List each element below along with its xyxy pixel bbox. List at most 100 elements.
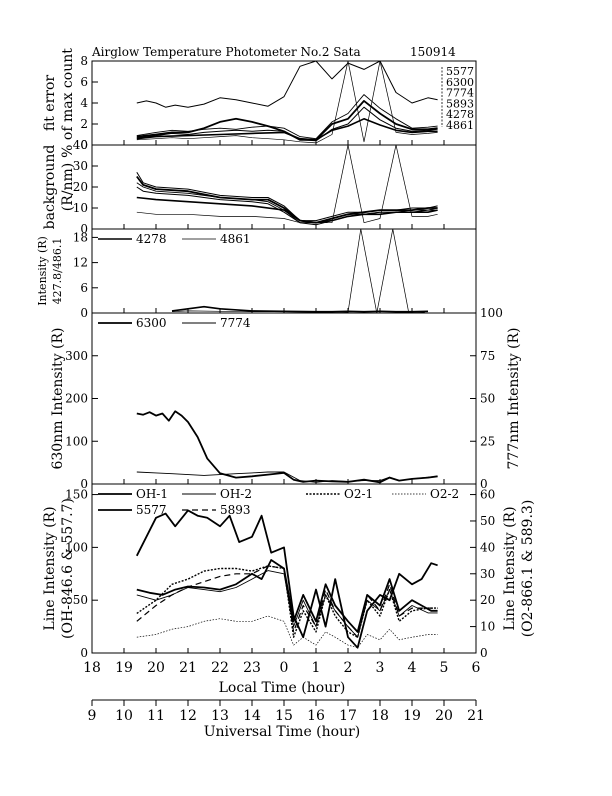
legend-label: 5577 xyxy=(136,503,167,517)
series-line-5577 xyxy=(135,509,438,649)
x-tick-label-local: 22 xyxy=(211,660,229,676)
panel-intensity-427-486: 0 6 12 18 Intensity (R) 427.8/486.1 4278 4861 xyxy=(36,228,477,320)
y-tick-right-label: 0 xyxy=(480,646,488,660)
series-line-4278 xyxy=(136,196,438,224)
x-tick-label-ut: 14 xyxy=(243,708,261,724)
x-tick-label-ut: 21 xyxy=(467,708,485,724)
x-tick-label-local: 1 xyxy=(312,660,321,676)
legend-label: 6300 xyxy=(136,316,167,330)
panel-fit-error: 0 2 4 6 8 fit error% of max count 557763007774… xyxy=(42,48,477,158)
series-line-4861 xyxy=(136,145,438,224)
legend-label: OH-2 xyxy=(220,487,252,501)
legend-label: O2-2 xyxy=(430,487,459,501)
series-line-7774 xyxy=(136,471,438,483)
y-tick-label: 6 xyxy=(80,281,88,295)
x-tick-label-local: 2 xyxy=(344,660,353,676)
x-tick-label-local: 18 xyxy=(83,660,101,676)
y-tick-label: 18 xyxy=(73,230,88,244)
y-axis-label: Line Intensity (R) xyxy=(42,506,58,630)
panel-series xyxy=(136,410,438,484)
legend-label: 5577 xyxy=(446,65,474,78)
x-tick-label-local: 6 xyxy=(472,660,481,676)
series-line-6300 xyxy=(136,175,438,224)
y-tick-right-label: 50 xyxy=(480,392,495,406)
y-tick-label: 200 xyxy=(65,392,88,406)
x-axis-ut-label: Universal Time (hour) xyxy=(204,724,361,740)
x-tick-label-ut: 9 xyxy=(88,708,97,724)
y-tick-label: 100 xyxy=(65,434,88,448)
panel-background: 0 10 20 30 40 background (R/nm) xyxy=(42,138,477,236)
x-tick-label-local: 21 xyxy=(179,660,197,676)
panel-series xyxy=(136,61,438,144)
y-axis-right-label: Line Intensity (R) xyxy=(502,506,518,630)
y-axis-label-2: 427.8/486.1 xyxy=(51,238,64,305)
series-line-4861 xyxy=(136,61,438,144)
legend-label: 6300 xyxy=(446,76,474,89)
series-line-6300 xyxy=(136,410,438,484)
y-axis-label-2: % of max count xyxy=(60,48,76,158)
x-tick-label-local: 0 xyxy=(280,660,289,676)
x-tick-label-ut: 12 xyxy=(179,708,197,724)
y-tick-label: 0 xyxy=(80,222,88,236)
series-line-5893 xyxy=(136,565,438,638)
y-tick-label: 300 xyxy=(65,349,88,363)
x-tick-label-local: 23 xyxy=(243,660,261,676)
panel-series xyxy=(136,145,438,226)
y-tick-label: 8 xyxy=(80,54,88,68)
series-line-5577 xyxy=(136,61,438,108)
y-tick-label: 100 xyxy=(65,540,88,554)
y-tick-right-label: 100 xyxy=(480,306,503,320)
y-axis-label: Intensity (R) xyxy=(36,236,49,306)
series-line-o2-2 xyxy=(136,615,438,649)
y-tick-label: 4 xyxy=(80,96,88,110)
x-tick-label-local: 19 xyxy=(115,660,133,676)
legend-label: 4278 xyxy=(446,108,474,121)
y-tick-label: 40 xyxy=(73,138,88,152)
panel-line-intensity: 0 50 100 150 0 10 20 30 40 50 60 Line Intensity (R)… xyxy=(42,483,536,660)
legend-label: 7774 xyxy=(220,316,251,330)
x-tick-label-ut: 11 xyxy=(147,708,165,724)
legend-label: 4861 xyxy=(220,232,251,246)
y-axis-label: 630nm Intensity (R) xyxy=(50,327,66,469)
y-tick-label: 20 xyxy=(73,180,88,194)
y-tick-label: 10 xyxy=(73,201,88,215)
legend-label: OH-1 xyxy=(136,487,168,501)
x-tick-label-ut: 15 xyxy=(275,708,293,724)
series-line-4278 xyxy=(136,118,438,141)
y-tick-right-label: 20 xyxy=(480,593,495,607)
x-tick-label-local: 4 xyxy=(408,660,417,676)
y-tick-right-label: 0 xyxy=(480,477,488,491)
y-tick-label: 12 xyxy=(73,256,88,270)
y-tick-label: 0 xyxy=(80,646,88,660)
x-axis-local-label: Local Time (hour) xyxy=(219,680,346,696)
y-tick-right-label: 40 xyxy=(480,540,495,554)
panel-frame xyxy=(91,312,477,485)
x-tick-label-ut: 18 xyxy=(371,708,389,724)
x-tick-label-ut: 20 xyxy=(435,708,453,724)
y-tick-label: 30 xyxy=(73,159,88,173)
x-tick-label-local: 3 xyxy=(376,660,385,676)
y-tick-right-label: 30 xyxy=(480,567,495,581)
y-tick-label: 150 xyxy=(65,488,88,502)
y-axis-label: background xyxy=(42,145,58,230)
figure-date-code: 150914 xyxy=(410,45,456,59)
y-axis-label-2: (R/nm) xyxy=(60,163,76,211)
y-tick-label: 50 xyxy=(73,593,88,607)
y-tick-right-label: 75 xyxy=(480,349,495,363)
x-tick-label-ut: 19 xyxy=(403,708,421,724)
y-axis-right-label-2: (O2-866.1 & 589.3) xyxy=(520,500,536,638)
legend-label: 5893 xyxy=(220,503,251,517)
panel-series xyxy=(135,509,438,649)
y-tick-right-label: 50 xyxy=(480,514,495,528)
series-line-7774 xyxy=(136,94,438,140)
legend-label: 5893 xyxy=(446,97,474,110)
legend-label: O2-1 xyxy=(344,487,373,501)
series-line-oh-1 xyxy=(136,559,438,633)
x-tick-label-ut: 10 xyxy=(115,708,133,724)
x-tick-label-local: 5 xyxy=(440,660,449,676)
x-tick-label-local: 20 xyxy=(147,660,165,676)
y-tick-right-label: 10 xyxy=(480,620,495,634)
